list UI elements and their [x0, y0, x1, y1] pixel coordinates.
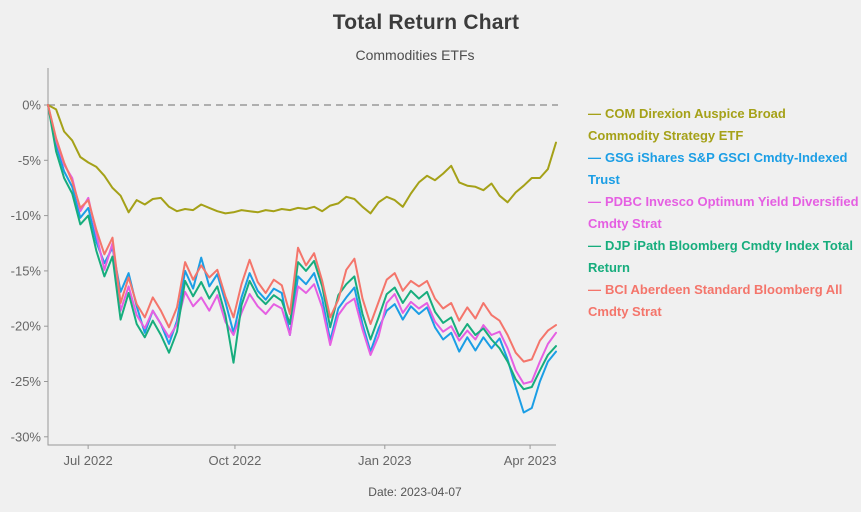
- total-return-line-chart: 0% -5% -10% -15% -20% -25% -30% Jul 2022 Oct 202…: [11, 68, 558, 468]
- series-line-COM: [47, 104, 557, 215]
- legend-swatch-DJP: —: [588, 238, 601, 253]
- legend-label-GSG: GSG iShares S&P GSCI Cmdty-Indexed Trust: [588, 150, 848, 187]
- legend-item-BCI: — BCI Aberdeen Standard Bloomberg All Cmd…: [588, 279, 860, 323]
- series-line-PDBC: [47, 104, 557, 385]
- y-tick-label-1: -5%: [18, 153, 42, 168]
- chart-legend: — COM Direxion Auspice Broad Commodity St…: [588, 103, 860, 323]
- x-tick-label-2: Jan 2023: [358, 453, 412, 468]
- x-tick-label-0: Jul 2022: [64, 453, 113, 468]
- y-tick-label-0: 0%: [22, 98, 41, 113]
- date-caption: Date: 2023-04-07: [368, 485, 462, 499]
- y-tick-label-2: -10%: [11, 208, 42, 223]
- legend-swatch-COM: —: [588, 106, 601, 121]
- legend-label-COM: COM Direxion Auspice Broad Commodity Str…: [588, 106, 786, 143]
- axis-lines: [47, 68, 556, 446]
- y-tick-label-3: -15%: [11, 263, 42, 278]
- chart-title: Total Return Chart: [332, 11, 520, 34]
- legend-swatch-PDBC: —: [588, 194, 601, 209]
- y-tick-label-6: -30%: [11, 429, 42, 444]
- x-tick-label-1: Oct 2022: [209, 453, 262, 468]
- legend-swatch-GSG: —: [588, 150, 601, 165]
- legend-swatch-BCI: —: [588, 282, 601, 297]
- legend-item-GSG: — GSG iShares S&P GSCI Cmdty-Indexed Trus…: [588, 147, 860, 191]
- x-tick-label-3: Apr 2023: [504, 453, 557, 468]
- legend-label-DJP: DJP iPath Bloomberg Cmdty Index Total Re…: [588, 238, 853, 275]
- series-line-BCI: [47, 104, 557, 363]
- y-tick-label-4: -20%: [11, 319, 42, 334]
- legend-label-BCI: BCI Aberdeen Standard Bloomberg All Cmdt…: [588, 282, 843, 319]
- chart-subtitle: Commodities ETFs: [355, 47, 475, 63]
- series-line-DJP: [47, 104, 557, 391]
- legend-item-DJP: — DJP iPath Bloomberg Cmdty Index Total R…: [588, 235, 860, 279]
- legend-label-PDBC: PDBC Invesco Optimum Yield Diversified C…: [588, 194, 859, 231]
- legend-item-PDBC: — PDBC Invesco Optimum Yield Diversified …: [588, 191, 860, 235]
- legend-item-COM: — COM Direxion Auspice Broad Commodity St…: [588, 103, 860, 147]
- y-tick-label-5: -25%: [11, 374, 42, 389]
